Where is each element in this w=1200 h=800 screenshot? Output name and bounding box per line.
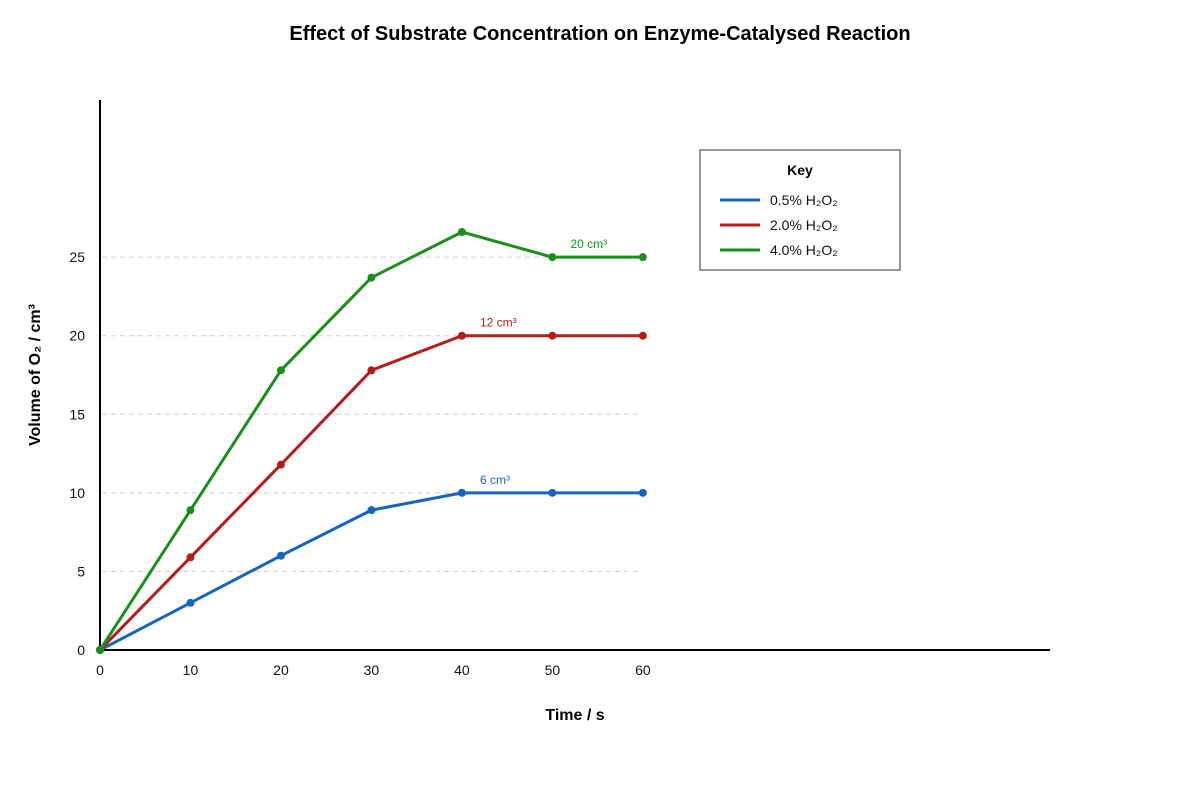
annotation-label: 12 cm³ bbox=[480, 316, 517, 330]
data-point bbox=[276, 366, 285, 375]
series-line-2 bbox=[98, 230, 643, 651]
y-axis-title: Volume of O₂ / cm³ bbox=[27, 304, 44, 446]
x-tick-label: 10 bbox=[183, 662, 199, 678]
data-point bbox=[96, 646, 104, 654]
legend-label: 2.0% H₂O₂ bbox=[770, 217, 838, 233]
x-tick-label: 0 bbox=[96, 662, 104, 678]
legend-label: 0.5% H₂O₂ bbox=[770, 192, 838, 208]
data-point bbox=[367, 273, 376, 282]
x-tick-label: 40 bbox=[454, 662, 470, 678]
data-point bbox=[186, 506, 195, 515]
data-point bbox=[186, 598, 195, 607]
data-point bbox=[457, 331, 466, 340]
annotations: 6 cm³ 12 cm³ 20 cm³ bbox=[480, 237, 607, 487]
y-tick-label: 20 bbox=[69, 328, 85, 344]
y-tick-label: 5 bbox=[77, 563, 85, 579]
y-tick-labels: 0 5 10 15 20 25 bbox=[69, 249, 85, 658]
data-point bbox=[367, 366, 376, 375]
chart-title: Effect of Substrate Concentration on Enz… bbox=[289, 23, 910, 45]
legend-label: 4.0% H₂O₂ bbox=[770, 242, 838, 258]
gridlines bbox=[102, 256, 643, 572]
data-point bbox=[548, 331, 557, 340]
data-point bbox=[186, 553, 195, 562]
data-point bbox=[638, 253, 647, 262]
legend-title: Key bbox=[787, 162, 813, 178]
x-tick-label: 50 bbox=[545, 662, 561, 678]
axes bbox=[99, 100, 1050, 651]
data-point bbox=[638, 488, 647, 497]
x-tick-label: 60 bbox=[635, 662, 651, 678]
y-tick-label: 25 bbox=[69, 249, 85, 265]
x-tick-label: 20 bbox=[273, 662, 289, 678]
data-point bbox=[457, 228, 466, 236]
data-point bbox=[548, 253, 557, 262]
data-point bbox=[367, 506, 376, 515]
data-point bbox=[276, 460, 285, 469]
annotation-label: 6 cm³ bbox=[480, 473, 510, 487]
series-group bbox=[96, 228, 647, 654]
data-point bbox=[548, 488, 557, 497]
y-tick-label: 10 bbox=[69, 485, 85, 501]
legend: Key 0.5% H₂O₂ 2.0% H₂O₂ 4.0% H₂O₂ bbox=[699, 149, 901, 271]
annotation-label: 20 cm³ bbox=[570, 237, 607, 251]
x-tick-label: 30 bbox=[364, 662, 380, 678]
y-tick-label: 0 bbox=[77, 642, 85, 658]
data-point bbox=[638, 331, 647, 340]
data-point bbox=[276, 551, 285, 560]
x-tick-labels: 0 10 20 30 40 50 60 bbox=[96, 662, 651, 678]
y-tick-label: 15 bbox=[69, 406, 85, 422]
data-point bbox=[457, 488, 466, 497]
x-axis-title: Time / s bbox=[545, 707, 604, 724]
